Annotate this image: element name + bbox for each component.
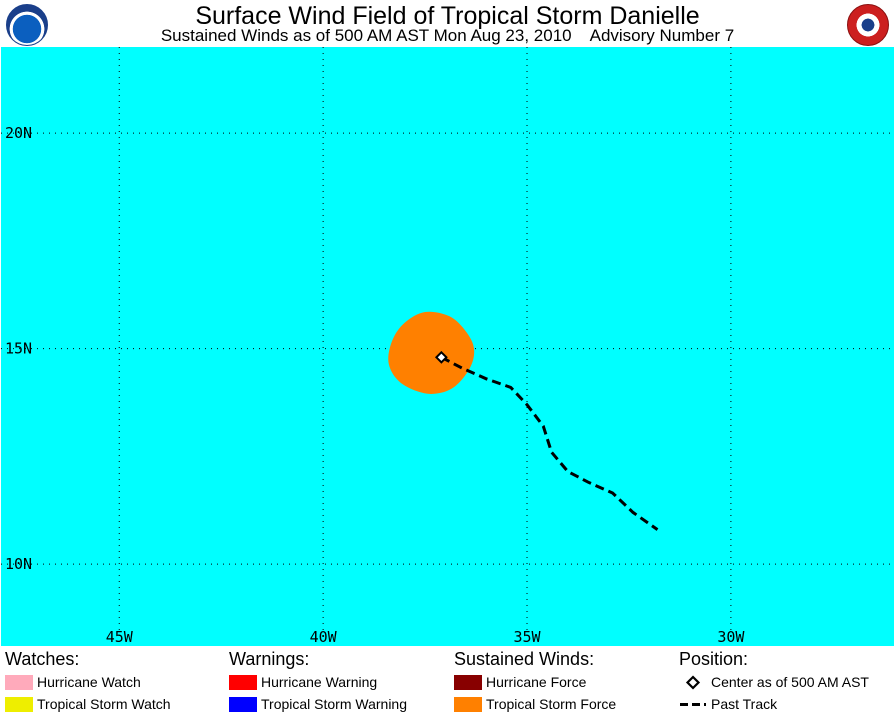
longitude-label: 35W — [513, 628, 541, 646]
legend-watches: Watches: Hurricane Watch Tropical Storm … — [5, 648, 171, 715]
tropical-storm-force-wind-field — [388, 311, 475, 394]
legend-winds-heading: Sustained Winds: — [454, 649, 595, 669]
legend-item-center: Center as of 500 AM AST — [679, 671, 869, 693]
header: Surface Wind Field of Tropical Storm Dan… — [0, 0, 895, 46]
map-title: Surface Wind Field of Tropical Storm Dan… — [195, 2, 700, 30]
legend-label: Tropical Storm Force — [486, 696, 617, 712]
legend-watches-heading: Watches: — [5, 649, 80, 669]
grid-labels: 20N 15N 10N 45W 40W 35W 30W — [5, 124, 745, 646]
latitude-label: 10N — [5, 555, 32, 573]
diamond-icon — [685, 674, 701, 690]
legend-warnings: Warnings: Hurricane Warning Tropical Sto… — [229, 648, 407, 715]
longitude-label: 45W — [106, 628, 134, 646]
noaa-logo-icon — [6, 4, 48, 46]
wind-field-map: 20N 15N 10N 45W 40W 35W 30W — [1, 47, 894, 646]
legend-item-tropical-storm-force: Tropical Storm Force — [454, 693, 616, 715]
legend-position-heading: Position: — [679, 649, 749, 669]
latitude-label: 15N — [5, 340, 32, 358]
legend-item-past-track: Past Track — [679, 693, 869, 715]
legend-warnings-heading: Warnings: — [229, 649, 310, 669]
subtitle-datetime: Sustained Winds as of 500 AM AST Mon Aug… — [160, 26, 572, 45]
tropical-storm-warning-swatch — [229, 696, 257, 712]
legend-item-tropical-storm-watch: Tropical Storm Watch — [5, 693, 171, 715]
legend-label: Hurricane Force — [486, 674, 587, 690]
hurricane-force-swatch — [454, 674, 482, 690]
longitude-label: 30W — [717, 628, 745, 646]
tropical-storm-watch-swatch — [5, 696, 33, 712]
storm-center-diamond-icon — [434, 350, 448, 364]
legend-item-hurricane-force: Hurricane Force — [454, 671, 616, 693]
map-subtitle: Sustained Winds as of 500 AM AST Mon Aug… — [0, 27, 895, 45]
legend-label: Hurricane Watch — [37, 674, 141, 690]
dashed-line-icon — [680, 702, 706, 706]
legend-item-tropical-storm-warning: Tropical Storm Warning — [229, 693, 407, 715]
legend-item-hurricane-watch: Hurricane Watch — [5, 671, 171, 693]
legend-label: Tropical Storm Warning — [261, 696, 408, 712]
legend-position: Position: Center as of 500 AM AST Past T… — [679, 648, 869, 715]
advisory-number: Advisory Number 7 — [589, 26, 735, 45]
longitude-label: 40W — [310, 628, 338, 646]
nws-logo-icon — [847, 4, 889, 46]
legend-label: Center as of 500 AM AST — [711, 674, 869, 690]
storm-center-marker — [434, 350, 448, 364]
legend-label: Tropical Storm Watch — [37, 696, 171, 712]
hurricane-watch-swatch — [5, 674, 33, 690]
legend-sustained-winds: Sustained Winds: Hurricane Force Tropica… — [454, 648, 616, 715]
legend-label: Past Track — [711, 696, 778, 712]
latitude-label: 20N — [5, 124, 32, 142]
tropical-storm-force-swatch — [454, 696, 482, 712]
legend-item-hurricane-warning: Hurricane Warning — [229, 671, 407, 693]
past-track-line — [440, 355, 659, 531]
hurricane-warning-swatch — [229, 674, 257, 690]
legend: Watches: Hurricane Watch Tropical Storm … — [0, 646, 895, 716]
legend-label: Hurricane Warning — [261, 674, 378, 690]
lat-lon-grid — [1, 47, 894, 646]
